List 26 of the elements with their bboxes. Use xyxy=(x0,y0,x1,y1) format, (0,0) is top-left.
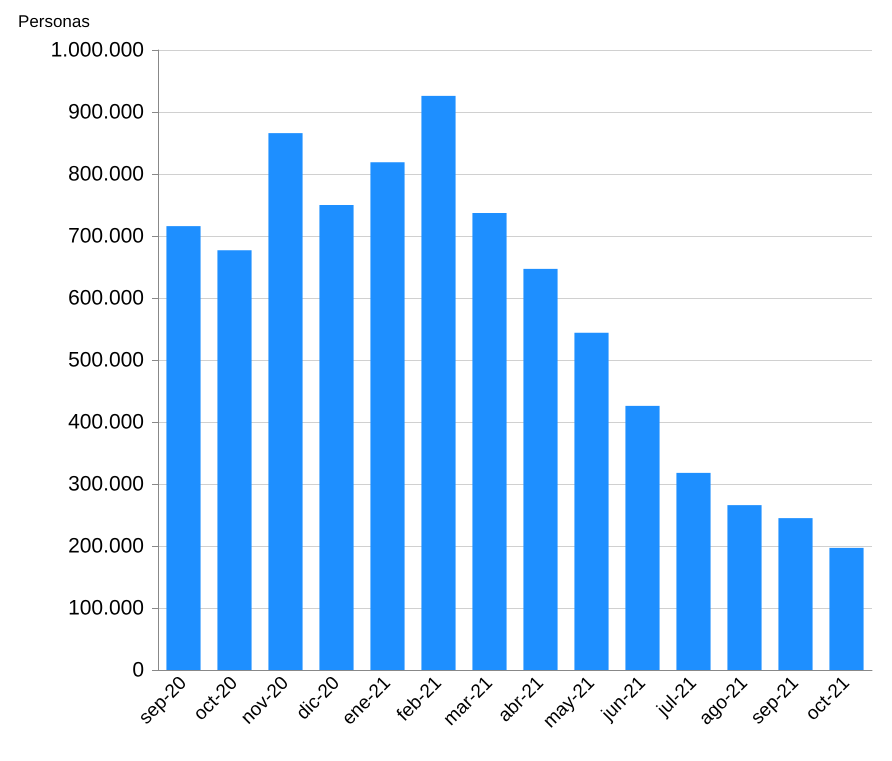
bar xyxy=(523,268,558,670)
bar xyxy=(778,518,813,670)
bar xyxy=(217,250,252,670)
y-tick-label: 500.000 xyxy=(68,348,144,372)
bar xyxy=(421,96,456,670)
y-tick-label: 100.000 xyxy=(68,596,144,620)
bar xyxy=(268,133,303,670)
bar xyxy=(676,472,711,670)
bar xyxy=(727,505,762,670)
bar xyxy=(166,226,201,670)
y-axis-title: Personas xyxy=(18,12,90,31)
y-tick-label: 400.000 xyxy=(68,410,144,434)
y-tick-label: 900.000 xyxy=(68,100,144,124)
y-tick-label: 200.000 xyxy=(68,534,144,558)
y-tick-label: 1.000.000 xyxy=(50,38,144,62)
bar xyxy=(625,406,660,670)
y-tick-label: 700.000 xyxy=(68,224,144,248)
y-tick-label: 300.000 xyxy=(68,472,144,496)
bar xyxy=(319,205,354,670)
y-tick-label: 800.000 xyxy=(68,162,144,186)
y-tick-label: 0 xyxy=(132,658,144,682)
bar xyxy=(829,548,864,670)
bar xyxy=(370,162,405,670)
y-tick-label: 600.000 xyxy=(68,286,144,310)
bar xyxy=(472,213,507,670)
bar xyxy=(574,332,609,670)
